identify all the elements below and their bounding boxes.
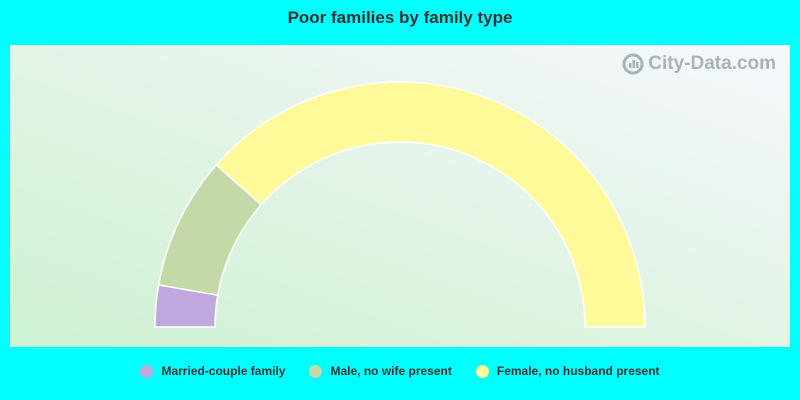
legend-label: Male, no wife present — [330, 364, 452, 378]
legend-swatch — [309, 364, 323, 378]
slice-female-no-husband-present[interactable] — [215, 81, 646, 328]
legend-item[interactable]: Married-couple family — [140, 364, 285, 378]
legend-label: Married-couple family — [161, 364, 286, 378]
legend-item[interactable]: Female, no husband present — [475, 364, 660, 378]
legend-swatch — [475, 364, 489, 378]
chart-panel: City-Data.com — [10, 45, 790, 347]
watermark: City-Data.com — [622, 53, 776, 75]
half-donut-chart — [154, 81, 646, 328]
legend-item[interactable]: Male, no wife present — [309, 364, 452, 378]
city-data-logo-icon — [622, 53, 644, 75]
chart-legend: Married-couple family Male, no wife prese… — [0, 364, 800, 378]
watermark-text: City-Data.com — [648, 53, 776, 74]
legend-label: Female, no husband present — [496, 364, 660, 378]
legend-swatch — [140, 364, 154, 378]
chart-title: Poor families by family type — [287, 8, 513, 27]
